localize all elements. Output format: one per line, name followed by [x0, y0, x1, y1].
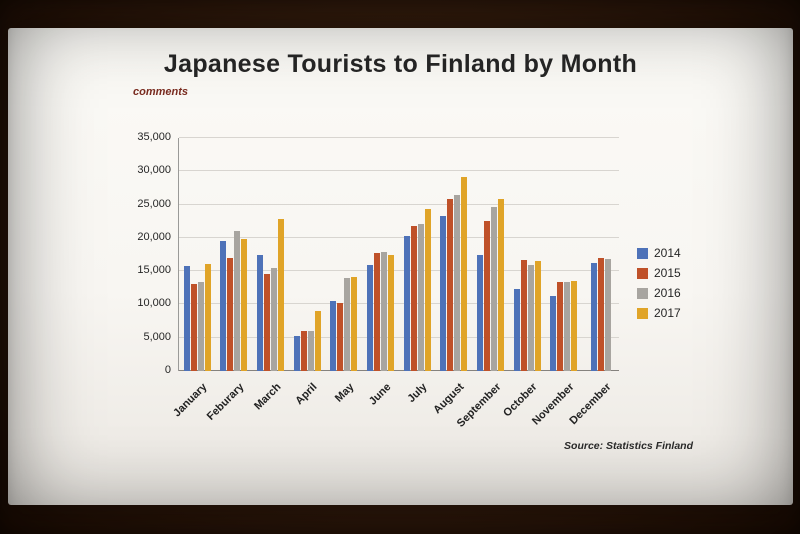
bar-2015 — [447, 198, 454, 371]
legend-swatch — [637, 267, 648, 279]
bar-group — [399, 138, 436, 371]
bar-2014 — [183, 266, 190, 371]
bar-2014 — [257, 255, 264, 371]
bar-group — [509, 138, 546, 371]
bar-group — [252, 138, 289, 371]
legend: 2014 2015 2016 2017 — [637, 246, 681, 320]
bar-2016 — [527, 265, 534, 371]
bar-2014 — [330, 301, 337, 371]
legend-item-2016: 2016 — [637, 286, 681, 300]
gridline — [179, 236, 619, 238]
bar-2017 — [461, 176, 468, 371]
bar-group — [472, 138, 509, 371]
bar-2017 — [278, 218, 285, 371]
bar-2015 — [300, 331, 307, 371]
bar-2014 — [220, 240, 227, 371]
gridline — [179, 137, 619, 138]
bar-group — [179, 138, 216, 371]
bar-2015 — [410, 225, 417, 371]
plot-area: 0 5,000 10,000 15,000 20,000 25,000 30,000 35,0… — [137, 131, 619, 430]
bar-group — [326, 138, 363, 371]
gridline — [179, 170, 619, 172]
x-axis-line — [179, 370, 619, 371]
y-tick-label: 35,000 — [137, 131, 171, 143]
bar-group — [362, 138, 399, 371]
bar-2017 — [314, 311, 321, 371]
slide: Japanese Tourists to Finland by Month co… — [8, 28, 793, 505]
bar-2014 — [403, 235, 410, 371]
bar-2014 — [477, 255, 484, 371]
bar-2015 — [557, 281, 564, 371]
legend-label: 2017 — [654, 306, 681, 320]
gridline — [179, 270, 619, 272]
legend-item-2015: 2015 — [637, 266, 681, 280]
bar-2017 — [241, 239, 248, 371]
bar-2014 — [367, 264, 374, 371]
bar-2014 — [590, 262, 597, 371]
y-tick-label: 5,000 — [143, 330, 171, 343]
bar-2015 — [264, 273, 271, 371]
bar-2016 — [491, 207, 498, 371]
bar-2017 — [204, 263, 211, 371]
gridline — [179, 336, 619, 338]
bar-2014 — [293, 335, 300, 371]
y-tick-label: 20,000 — [137, 230, 171, 243]
bar-2016 — [417, 223, 424, 371]
bar-2016 — [454, 194, 461, 371]
y-tick-label: 0 — [164, 364, 171, 376]
bar-2015 — [520, 259, 527, 371]
bar-2017 — [571, 281, 578, 371]
bar-2015 — [597, 257, 604, 371]
legend-item-2017: 2017 — [637, 306, 681, 320]
gridline — [179, 203, 619, 205]
bar-2017 — [388, 255, 395, 371]
bar-2015 — [374, 253, 381, 371]
bar-2016 — [564, 282, 571, 371]
bar-2015 — [484, 221, 491, 371]
bar-group — [216, 138, 253, 371]
bar-2015 — [337, 303, 344, 371]
legend-swatch — [637, 307, 648, 319]
bar-2016 — [344, 278, 351, 371]
bar-2016 — [381, 251, 388, 371]
bar-group — [582, 138, 619, 371]
bar-2017 — [424, 209, 431, 371]
chart-title: Japanese Tourists to Finland by Month — [163, 50, 638, 78]
y-axis-label: comments — [133, 86, 189, 98]
bar-group — [546, 138, 583, 371]
legend-label: 2016 — [654, 286, 681, 300]
bar-2016 — [307, 331, 314, 371]
bar-2014 — [513, 289, 520, 371]
y-tick-label: 10,000 — [137, 297, 171, 310]
bar-group — [289, 138, 326, 371]
bar-2015 — [190, 284, 197, 371]
bar-2016 — [604, 259, 611, 371]
y-tick-label: 30,000 — [137, 164, 171, 177]
bar-group — [436, 138, 473, 371]
bar-2017 — [534, 261, 541, 371]
legend-label: 2014 — [654, 246, 681, 260]
source-note: Source: Statistics Finland — [564, 440, 693, 452]
bar-2016 — [271, 267, 278, 371]
bar-2017 — [351, 277, 358, 371]
legend-swatch — [637, 247, 648, 259]
legend-swatch — [637, 287, 648, 299]
legend-item-2014: 2014 — [637, 246, 681, 260]
y-tick-label: 25,000 — [137, 197, 171, 210]
bar-2016 — [234, 231, 241, 371]
legend-label: 2015 — [654, 266, 681, 280]
gridline — [179, 303, 619, 305]
bar-2014 — [440, 215, 447, 371]
bar-2017 — [498, 198, 505, 371]
bar-2014 — [550, 295, 557, 371]
y-tick-label: 15,000 — [137, 264, 171, 277]
bar-2015 — [227, 257, 234, 371]
bar-2016 — [197, 281, 204, 371]
